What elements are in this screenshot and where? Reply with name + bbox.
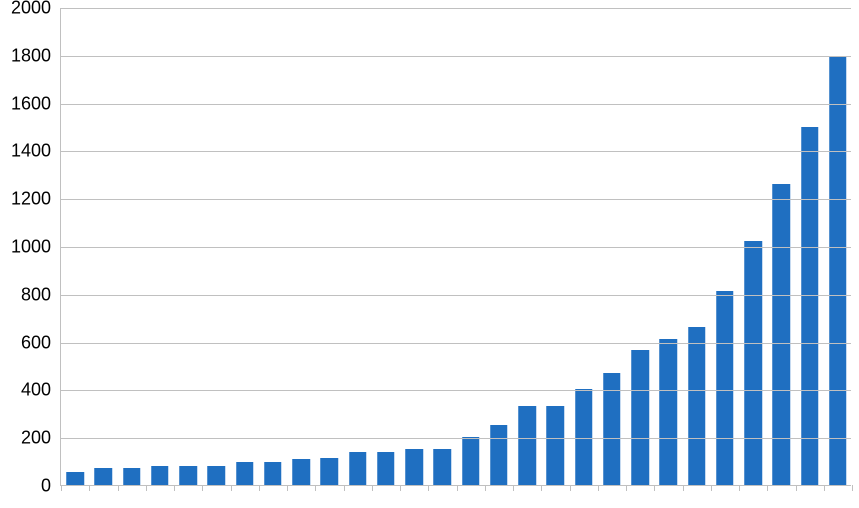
x-tick [711,485,712,491]
bar [208,466,226,485]
bar [321,458,339,485]
x-tick [767,485,768,491]
bar [151,466,169,485]
y-tick-label: 1200 [11,189,51,210]
x-tick [796,485,797,491]
bar [660,339,678,485]
bar [66,472,84,485]
x-tick [174,485,175,491]
bar [95,468,113,485]
bar [801,127,819,486]
x-tick [428,485,429,491]
bar [292,459,310,485]
bar [434,449,452,485]
bar [264,462,282,485]
bar [123,468,141,485]
plot-area [60,8,851,486]
y-tick-label: 200 [21,428,51,449]
gridline [61,438,851,439]
bar [179,466,197,485]
x-tick [89,485,90,491]
y-tick-label: 1400 [11,141,51,162]
bar [349,452,367,485]
y-tick-label: 1600 [11,93,51,114]
x-tick [259,485,260,491]
y-tick-label: 600 [21,332,51,353]
gridline [61,199,851,200]
bar [688,327,706,485]
bar [405,449,423,485]
x-tick [541,485,542,491]
x-tick [202,485,203,491]
bar [462,437,480,485]
bar [716,291,734,485]
bar [547,406,565,485]
gridline [61,295,851,296]
bar [631,350,649,485]
gridline [61,104,851,105]
x-tick [852,485,853,491]
bar-chart: 0 200 400 600 800 1000 1200 1400 1600 1800 2000 [0,0,859,508]
x-tick [626,485,627,491]
y-axis: 0 200 400 600 800 1000 1200 1400 1600 1800 2000 [0,0,55,508]
x-tick [315,485,316,491]
x-tick [287,485,288,491]
y-tick-label: 1800 [11,45,51,66]
x-tick [683,485,684,491]
x-tick [654,485,655,491]
x-tick [739,485,740,491]
bar [236,462,254,485]
x-tick [118,485,119,491]
gridline [61,390,851,391]
gridline [61,343,851,344]
y-tick-label: 2000 [11,0,51,19]
y-tick-label: 400 [21,380,51,401]
y-tick-label: 1000 [11,237,51,258]
gridline [61,247,851,248]
x-tick [372,485,373,491]
bar [518,406,536,485]
y-tick-label: 800 [21,284,51,305]
bar [490,425,508,485]
x-tick [485,485,486,491]
gridline [61,56,851,57]
x-tick [824,485,825,491]
x-tick [61,485,62,491]
x-tick [400,485,401,491]
gridline [61,151,851,152]
gridline [61,8,851,9]
y-tick-label: 0 [41,476,51,497]
bar [829,56,847,485]
bar [377,452,395,485]
x-tick [598,485,599,491]
x-tick [513,485,514,491]
x-tick [231,485,232,491]
x-tick [570,485,571,491]
bar [744,241,762,485]
x-tick [344,485,345,491]
x-tick [457,485,458,491]
bar [773,184,791,485]
x-tick [146,485,147,491]
